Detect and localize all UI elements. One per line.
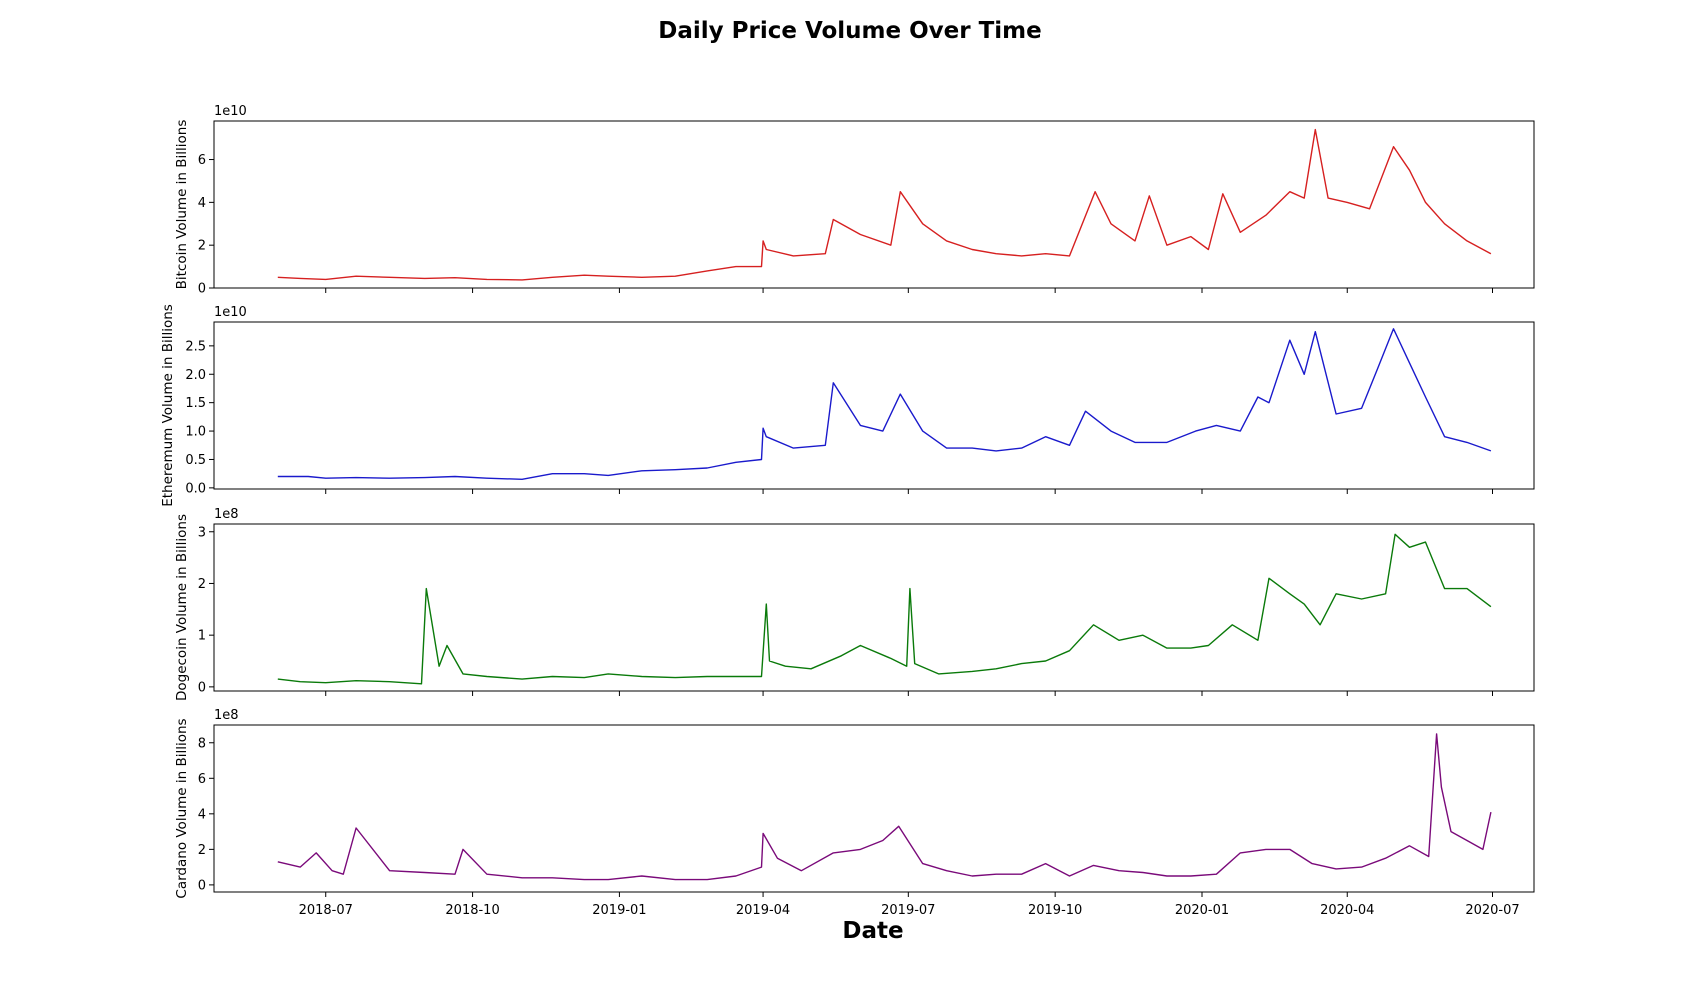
subplots-container: 0 2 4 6 1e10 Bitcoin Volume in Billions 0.0 0.5…: [160, 104, 1535, 918]
y-tick-label: 0.0: [185, 481, 206, 496]
axes-frame: [213, 120, 1535, 289]
x-tick-label: 2019-01: [592, 903, 646, 918]
subplot-1: 0 2 4 6 1e10 Bitcoin Volume in Billions: [174, 104, 1535, 297]
y-tick-label: 1: [198, 629, 206, 644]
x-tick-label: 2020-04: [1320, 903, 1374, 918]
y-tick-label: 2.0: [185, 368, 206, 383]
x-tick-label: 2019-10: [1028, 903, 1082, 918]
y-tick-label: 2: [198, 843, 206, 858]
y-tick-label: 0: [198, 680, 206, 695]
series-line: [277, 733, 1492, 881]
y-offset-text: 1e8: [214, 507, 239, 522]
axes-frame: [213, 523, 1535, 692]
y-offset-text: 1e10: [214, 305, 247, 320]
y-tick-label: 2.5: [185, 339, 206, 354]
y-tick-label: 6: [198, 772, 206, 787]
series-line: [277, 128, 1492, 281]
y-offset-text: 1e10: [214, 104, 247, 119]
y-axis-label: Cardano Volume in Billions: [174, 718, 190, 898]
y-tick-label: 0: [198, 878, 206, 893]
axes-frame: [213, 724, 1535, 893]
y-tick-label: 2: [198, 239, 206, 254]
x-axis-label: Date: [842, 918, 903, 944]
y-tick-label: 6: [198, 153, 206, 168]
y-tick-label: 2: [198, 577, 206, 592]
y-axis-label: Bitcoin Volume in Billions: [174, 120, 190, 290]
y-axis-label: Etheremum Volume in Billions: [160, 304, 176, 507]
y-tick-label: 1.5: [185, 396, 206, 411]
x-tick-label: 2019-07: [881, 903, 935, 918]
x-tick-label: 2019-04: [736, 903, 790, 918]
y-offset-text: 1e8: [214, 708, 239, 723]
y-tick-label: 0: [198, 282, 206, 297]
x-tick-label: 2018-10: [445, 903, 499, 918]
subplot-2: 0.0 0.5 1.0 1.5 2.0 2.5 1e10 Etheremum Volume i…: [160, 304, 1535, 507]
subplot-3: 0 1 2 3 1e8 Dogecoin Volume in Billions: [174, 507, 1535, 701]
y-tick-label: 4: [198, 196, 206, 211]
axes-frame: [213, 321, 1535, 490]
y-tick-label: 4: [198, 807, 206, 822]
subplot-4: 0 2 4 6 8 1e8 Cardano Volume in Billions 2018-0…: [174, 708, 1535, 918]
y-axis-label: Dogecoin Volume in Billions: [174, 514, 190, 701]
series-line: [277, 533, 1492, 685]
x-tick-label: 2018-07: [299, 903, 353, 918]
x-tick-label: 2020-07: [1465, 903, 1519, 918]
y-tick-label: 1.0: [185, 425, 206, 440]
y-tick-label: 0.5: [185, 453, 206, 468]
x-tick-label: 2020-01: [1175, 903, 1229, 918]
series-line: [277, 328, 1492, 480]
chart-title: Daily Price Volume Over Time: [658, 18, 1042, 44]
y-tick-label: 8: [198, 736, 206, 751]
y-tick-label: 3: [198, 525, 206, 540]
